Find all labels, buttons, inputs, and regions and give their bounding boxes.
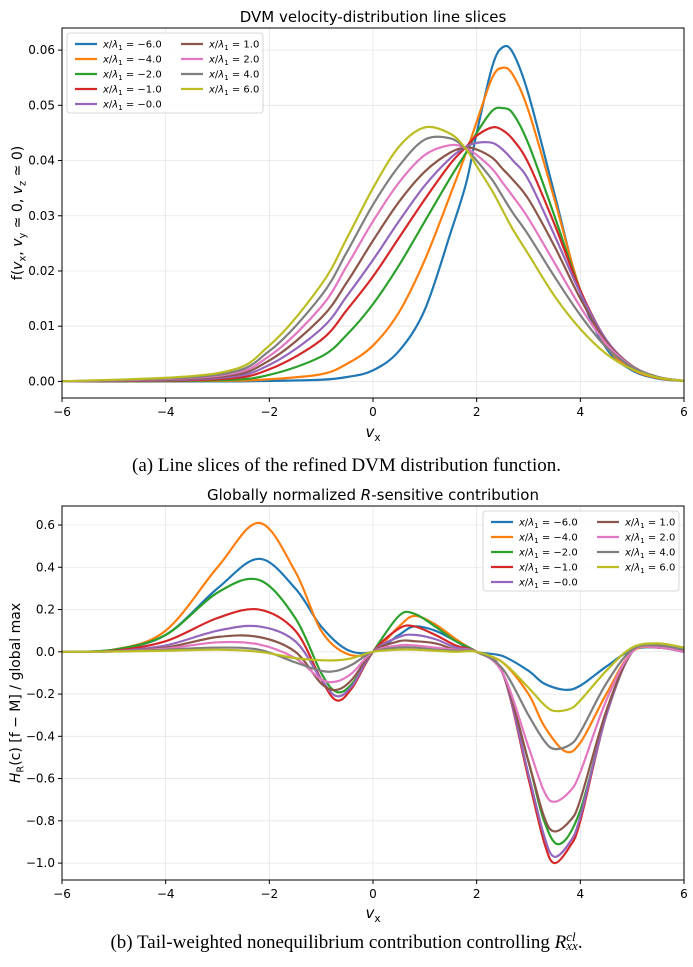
y-tick-label: 0.6	[36, 518, 55, 532]
y-tick-label: −0.6	[26, 772, 55, 786]
series-line-6	[61, 143, 685, 383]
x-tick-label: 0	[369, 887, 377, 901]
x-tick-label: −2	[260, 887, 278, 901]
caption-b-sup: cl	[566, 929, 576, 944]
x-tick-label: 2	[473, 887, 481, 901]
series-line-4	[61, 141, 685, 383]
series-line-0	[61, 557, 685, 692]
y-tick-label: 0.06	[28, 43, 55, 57]
legend: x/λ1 = −6.0 x/λ1 = −4.0 x/λ1 = −2.0 x/λ1 = …	[66, 32, 264, 114]
y-axis-label: f(vx​, vy​ ≃ 0, vz​ ≃ 0)	[10, 146, 29, 280]
chart-panel-a: −6 −4 −2 0 2 4 6 0.00 0.01 0.02 0.03 0.04 0.05 0.06 DV…	[10, 8, 688, 444]
legend: x/λ1 = −6.0 x/λ1 = −4.0 x/λ1 = −2.0 x/λ1 = …	[482, 510, 680, 592]
legend-entry-7: x/λ1 = 4.0	[624, 548, 675, 561]
legend-box	[66, 32, 264, 114]
legend-entry-7: x/λ1 = 4.0	[208, 70, 259, 83]
y-tick-label: 0.0	[36, 645, 55, 659]
chart-panel-b: −6 −4 −2 0 2 4 6 −1.0 −0.8 −0.6 −0.4 −0.2 0.0 0.2 0.4 0…	[8, 486, 688, 925]
legend-entry-3: x/λ1 = −1.0	[518, 563, 578, 576]
caption-b-text: (b) Tail-weighted nonequilibrium contrib…	[110, 932, 555, 953]
legend-box	[482, 510, 680, 592]
series-line-8	[61, 642, 685, 713]
legend-entry-4: x/λ1 = −0.0	[518, 578, 578, 591]
legend-entry-5: x/λ1 = 1.0	[624, 518, 675, 531]
legend-entry-8: x/λ1 = 6.0	[624, 563, 675, 576]
chart-title: DVM velocity-distribution line slices	[240, 8, 507, 26]
y-tick-label: 0.2	[36, 603, 55, 617]
legend-entry-0: x/λ1 = −6.0	[518, 518, 578, 531]
caption-b-sub: xx	[566, 938, 578, 953]
x-tick-label: 2	[473, 405, 481, 419]
series-line-5	[61, 146, 685, 383]
series-line-1	[61, 521, 685, 754]
legend-entry-5: x/λ1 = 1.0	[208, 40, 259, 53]
x-tick-label: −2	[260, 405, 278, 419]
caption-b-end: .	[577, 932, 583, 953]
y-axis-label: HR​(c) [f − M] / global max	[8, 603, 27, 783]
x-tick-label: −6	[53, 887, 71, 901]
caption-b: (b) Tail-weighted nonequilibrium contrib…	[0, 929, 693, 954]
caption-b-symbol: R	[554, 932, 567, 953]
chart-title: Globally normalized R-sensitive contribu…	[207, 486, 539, 504]
x-tick-label: 4	[577, 405, 585, 419]
legend-entry-2: x/λ1 = −2.0	[102, 70, 162, 83]
x-tick-label: −4	[157, 405, 175, 419]
series-line-5	[61, 634, 685, 833]
y-tick-label: 0.03	[28, 209, 55, 223]
series-line-6	[61, 640, 685, 803]
y-tick-label: 0.00	[28, 374, 55, 388]
y-tick-label: 0.4	[36, 560, 55, 574]
y-tick-label: −0.4	[26, 729, 55, 743]
x-axis-label: vx​	[365, 423, 380, 444]
x-tick-label: −6	[53, 405, 71, 419]
legend-entry-1: x/λ1 = −4.0	[102, 55, 162, 68]
y-tick-label: −1.0	[26, 856, 55, 870]
legend-entry-2: x/λ1 = −2.0	[518, 548, 578, 561]
y-tick-label: 0.04	[28, 154, 55, 168]
legend-entry-6: x/λ1 = 2.0	[624, 533, 675, 546]
y-tick-label: 0.05	[28, 98, 55, 112]
x-tick-label: 6	[680, 887, 688, 901]
x-axis-label: vx​	[365, 904, 380, 925]
legend-entry-8: x/λ1 = 6.0	[208, 85, 259, 98]
series-line-8	[61, 125, 685, 383]
x-tick-label: 4	[577, 887, 585, 901]
y-tick-label: −0.8	[26, 814, 55, 828]
legend-entry-1: x/λ1 = −4.0	[518, 533, 578, 546]
legend-entry-4: x/λ1 = −0.0	[102, 100, 162, 113]
x-tick-label: 0	[369, 405, 377, 419]
legend-entry-6: x/λ1 = 2.0	[208, 55, 259, 68]
legend-entry-3: x/λ1 = −1.0	[102, 85, 162, 98]
x-tick-label: −4	[157, 887, 175, 901]
y-tick-label: 0.02	[28, 264, 55, 278]
y-tick-label: 0.01	[28, 319, 55, 333]
series-line-7	[61, 135, 685, 383]
caption-a: (a) Line slices of the refined DVM distr…	[132, 455, 561, 476]
x-tick-label: 6	[680, 405, 688, 419]
legend-entry-0: x/λ1 = −6.0	[102, 40, 162, 53]
y-tick-label: −0.2	[26, 687, 55, 701]
series-line-4	[61, 624, 685, 858]
